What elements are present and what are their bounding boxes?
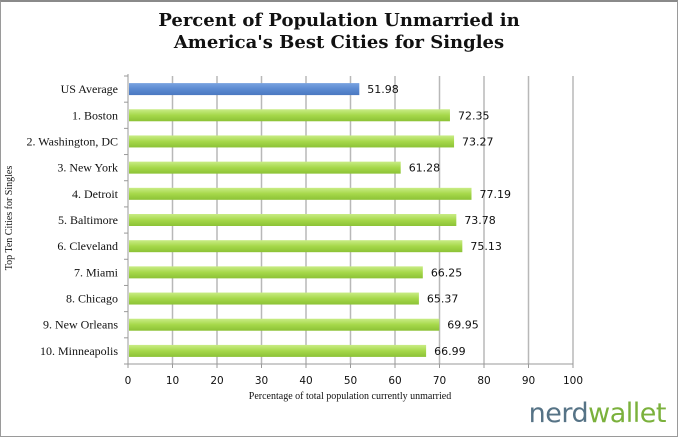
x-tick-label: 0 xyxy=(125,375,132,387)
bar xyxy=(129,109,450,122)
chart-title-line-1: Percent of Population Unmarried in xyxy=(158,10,520,31)
logo-text-nerd: nerd xyxy=(528,398,589,429)
x-tick-label: 80 xyxy=(477,375,490,387)
bar xyxy=(129,318,440,331)
x-tick-label: 10 xyxy=(166,375,179,387)
bar xyxy=(129,344,427,357)
category-label: 7. Miami xyxy=(74,265,119,279)
bar xyxy=(129,187,472,200)
x-axis-label: Percentage of total population currently… xyxy=(249,391,451,402)
bar xyxy=(129,83,360,96)
bar xyxy=(129,292,419,305)
value-label: 69.95 xyxy=(447,319,479,332)
category-label: 1. Boston xyxy=(72,108,118,122)
logo-text-wallet: wallet xyxy=(588,398,666,429)
category-label: 10. Minneapolis xyxy=(40,344,118,358)
category-label: US Average xyxy=(61,82,118,96)
value-label: 51.98 xyxy=(367,83,399,96)
nerdwallet-logo: nerdwallet xyxy=(528,398,667,429)
x-tick-label: 40 xyxy=(299,375,312,387)
bar xyxy=(129,214,457,226)
value-label: 73.78 xyxy=(464,214,496,227)
x-tick-label: 100 xyxy=(563,375,583,387)
bar xyxy=(129,266,423,279)
value-label: 61.28 xyxy=(409,162,441,175)
category-label: 6. Cleveland xyxy=(57,239,118,253)
category-label: 8. Chicago xyxy=(66,292,118,306)
x-tick-label: 70 xyxy=(433,375,446,387)
value-label: 73.27 xyxy=(462,135,494,148)
category-label: 4. Detroit xyxy=(72,187,119,201)
x-tick-label: 90 xyxy=(522,375,535,387)
bar xyxy=(129,135,455,148)
value-label: 72.35 xyxy=(458,109,490,122)
y-axis-label: Top Ten Cities for Singles xyxy=(4,166,15,271)
value-label: 75.13 xyxy=(470,240,502,253)
value-label: 77.19 xyxy=(479,188,511,201)
x-tick-label: 50 xyxy=(344,375,357,387)
chart-title-line-2: America's Best Cities for Singles xyxy=(173,32,505,53)
x-tick-label: 60 xyxy=(388,375,401,387)
bar xyxy=(129,240,463,253)
bar xyxy=(129,161,401,174)
value-label: 66.25 xyxy=(431,266,463,279)
x-tick-label: 20 xyxy=(210,375,223,387)
x-tick-label: 30 xyxy=(255,375,268,387)
category-label: 3. New York xyxy=(57,161,118,175)
category-label: 2. Washington, DC xyxy=(27,134,118,148)
category-label: 9. New Orleans xyxy=(43,318,118,332)
category-label: 5. Baltimore xyxy=(58,213,118,227)
value-label: 66.99 xyxy=(434,345,466,358)
value-label: 65.37 xyxy=(427,293,459,306)
